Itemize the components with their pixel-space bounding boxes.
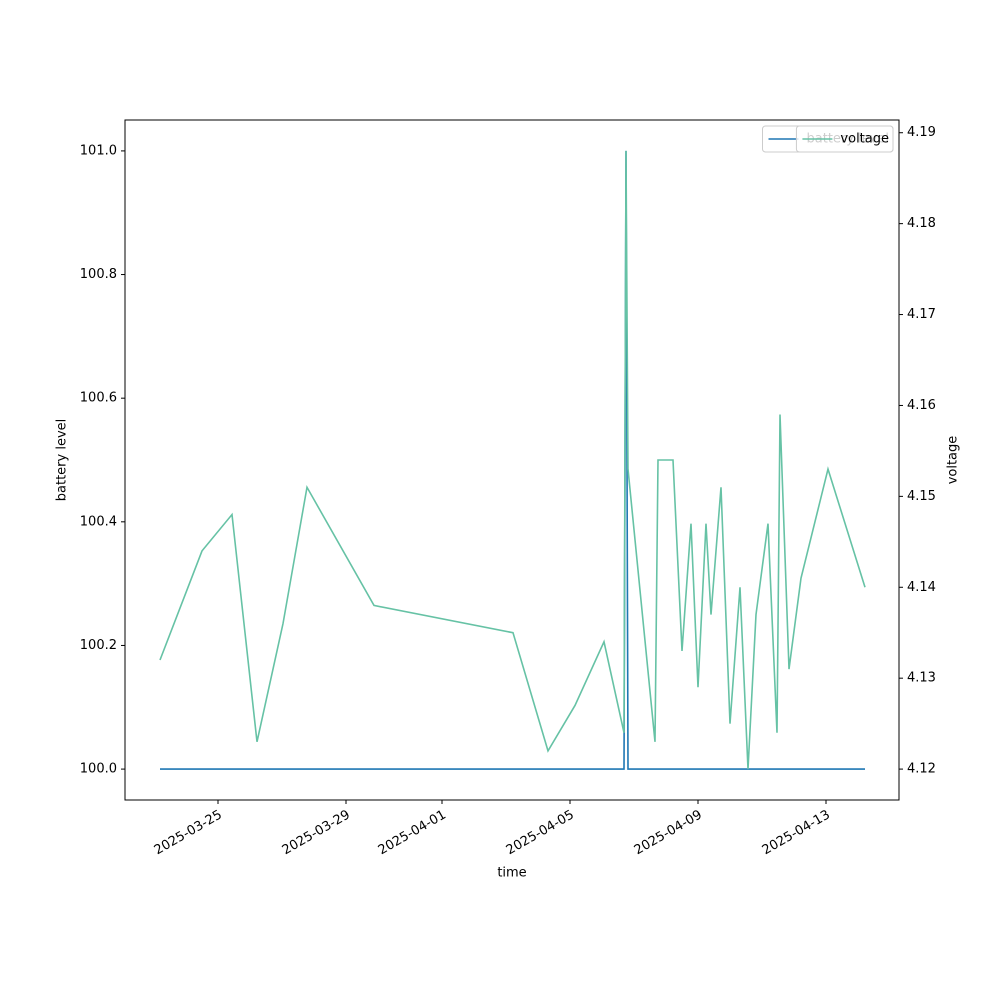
y-tick-label: 100.4 bbox=[80, 514, 117, 529]
plot-frame bbox=[124, 119, 900, 801]
series-line bbox=[160, 150, 865, 770]
y-tick-label: 100.2 bbox=[80, 638, 117, 653]
legend-box bbox=[795, 125, 894, 153]
y2-tick-label: 4.15 bbox=[907, 489, 936, 504]
y2-tick-label: 4.16 bbox=[907, 398, 936, 413]
y2-tick-label: 4.12 bbox=[907, 762, 936, 777]
legend-label: voltage bbox=[840, 132, 889, 147]
y-axis-label: battery level bbox=[55, 419, 70, 502]
y2-tick-label: 4.13 bbox=[907, 671, 936, 686]
y-tick-label: 100.6 bbox=[80, 391, 117, 406]
x-axis-label: time bbox=[497, 866, 526, 881]
y2-tick-label: 4.14 bbox=[907, 580, 936, 595]
y2-tick-label: 4.19 bbox=[907, 125, 936, 140]
y2-axis-label: voltage bbox=[946, 436, 961, 485]
y-tick-label: 100.8 bbox=[80, 267, 117, 282]
y2-tick-label: 4.18 bbox=[907, 216, 936, 231]
y2-tick-label: 4.17 bbox=[907, 307, 936, 322]
y-tick-label: 101.0 bbox=[80, 143, 117, 158]
series-line bbox=[159, 150, 866, 770]
legend: voltage bbox=[795, 125, 894, 153]
y-tick-label: 100.0 bbox=[80, 762, 117, 777]
